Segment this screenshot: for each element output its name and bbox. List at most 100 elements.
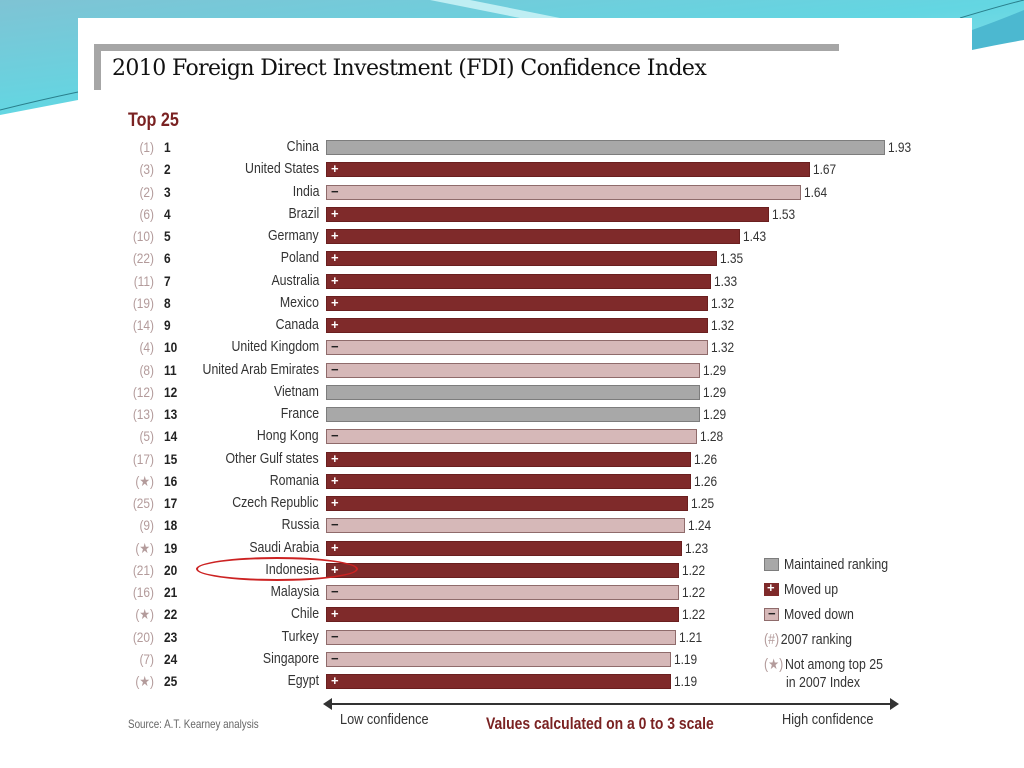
- chart-row: (★) 22 Chile +1.22: [0, 606, 1024, 624]
- bar-russia: −: [326, 517, 686, 534]
- prev-rank-label: (20): [132, 628, 154, 645]
- rank-label: 6: [164, 250, 171, 267]
- bar-chile: +: [326, 606, 680, 623]
- rank-label: 13: [164, 406, 178, 422]
- bar-brazil: +: [326, 206, 770, 222]
- plus-icon: +: [331, 317, 339, 332]
- value-label: 1.43: [743, 228, 767, 244]
- chart-row: (6) 4 Brazil +1.53: [0, 206, 1024, 224]
- country-label: United States: [244, 161, 319, 178]
- prev-rank-label: (★): [135, 472, 154, 489]
- value-label: 1.22: [682, 584, 706, 600]
- rank-label: 24: [164, 650, 178, 667]
- minus-icon: −: [764, 606, 779, 621]
- rank-label: 19: [164, 539, 178, 556]
- country-label: France: [280, 406, 319, 422]
- chart-row: (9) 18 Russia − 1.24: [0, 517, 1024, 535]
- rank-label: 20: [164, 561, 178, 578]
- legend-item-moved-down: − Moved down: [764, 606, 866, 623]
- prev-rank-label: (3): [139, 161, 154, 178]
- prev-rank-label: (12): [132, 383, 154, 400]
- rank-label: 1: [164, 139, 171, 155]
- chart-row: (★) 19 Saudi Arabia +1.23: [0, 540, 1024, 558]
- value-label: 1.33: [714, 272, 738, 289]
- prev-rank-label: (22): [132, 250, 154, 267]
- rank-label: 2: [164, 161, 171, 178]
- rank-label: 17: [164, 495, 178, 511]
- prev-rank-label: (5): [139, 428, 154, 445]
- axis-label-low: Low confidence: [340, 711, 429, 728]
- rank-label: 3: [164, 183, 171, 200]
- confidence-axis-line: [326, 703, 896, 705]
- bar-romania: +: [326, 473, 691, 489]
- value-label: 1.29: [702, 406, 726, 422]
- prev-rank-label: (14): [132, 317, 154, 333]
- value-label: 1.23: [685, 539, 709, 556]
- prev-rank-label: (10): [132, 228, 154, 244]
- rank-label: 5: [164, 228, 171, 244]
- minus-icon: −: [331, 339, 339, 355]
- chart-row: (★) 16 Romania +1.26: [0, 473, 1024, 491]
- country-label: Other Gulf states: [225, 450, 319, 467]
- chart-row: (19) 8 Mexico +1.32: [0, 295, 1024, 313]
- chart-row: (7) 24 Singapore − 1.19: [0, 651, 1024, 669]
- bar-czech-republic: +: [326, 495, 688, 511]
- rank-label: 11: [164, 361, 177, 378]
- value-label: 1.19: [673, 673, 697, 689]
- rank-label: 14: [164, 428, 178, 445]
- rank-label: 21: [164, 584, 178, 600]
- country-label: Canada: [275, 317, 319, 333]
- prev-rank-label: (★): [135, 673, 154, 689]
- source-note: Source: A.T. Kearney analysis: [128, 717, 259, 731]
- rank-label: 23: [164, 628, 178, 645]
- prev-rank-label: (7): [139, 650, 154, 667]
- country-label: Brazil: [288, 205, 319, 222]
- country-label: Singapore: [262, 650, 319, 667]
- legend-item-not-top25-line2: in 2007 Index: [786, 675, 861, 691]
- prev-rank-label: (16): [132, 584, 154, 600]
- chart-row: (10) 5 Germany +1.43: [0, 228, 1024, 246]
- rank-label: 9: [164, 317, 171, 333]
- minus-icon: −: [331, 428, 339, 444]
- country-label: Mexico: [279, 294, 319, 311]
- value-label: 1.32: [711, 294, 735, 311]
- bar-egypt: +: [326, 673, 671, 689]
- bar-hong-kong: −: [326, 428, 697, 445]
- chart-row: (4) 10 United Kingdom − 1.32: [0, 339, 1024, 357]
- rank-label: 8: [164, 294, 171, 311]
- hash-icon: (#): [764, 632, 780, 648]
- chart-row: (20) 23 Turkey − 1.21: [0, 629, 1024, 647]
- value-label: 1.67: [812, 161, 836, 178]
- plus-icon: +: [331, 495, 339, 510]
- maintained-swatch-icon: [764, 558, 779, 571]
- chart-row: (★) 25 Egypt +1.19: [0, 673, 1024, 691]
- title-frame-top-bar: [94, 44, 839, 51]
- chart-row: (3) 2 United States +1.67: [0, 161, 1024, 179]
- prev-rank-label: (★): [135, 606, 154, 623]
- plus-icon: +: [331, 450, 339, 466]
- chart-row: (12) 12 Vietnam 1.29: [0, 384, 1024, 402]
- bar-australia: +: [326, 272, 712, 289]
- rank-label: 12: [164, 383, 178, 400]
- prev-rank-label: (19): [132, 294, 154, 311]
- star-icon: (★): [764, 657, 784, 673]
- plus-icon: +: [331, 294, 339, 310]
- bar-mexico: +: [326, 294, 709, 311]
- value-label: 1.21: [679, 628, 703, 645]
- title-frame: [94, 44, 839, 94]
- bar-canada: +: [326, 317, 709, 333]
- chart-row: (14) 9 Canada +1.32: [0, 317, 1024, 335]
- country-label: United Arab Emirates: [202, 361, 319, 378]
- country-label: Australia: [271, 272, 319, 289]
- bar-united-kingdom: −: [326, 339, 709, 356]
- rank-label: 4: [164, 205, 171, 222]
- legend-item-not-top25: (★) Not among top 25: [764, 657, 883, 673]
- plus-icon: +: [331, 272, 339, 288]
- bar-malaysia: −: [326, 584, 680, 600]
- bar-india: −: [326, 184, 801, 200]
- prev-rank-label: (2): [139, 183, 154, 200]
- prev-rank-label: (17): [132, 450, 154, 467]
- rank-label: 10: [164, 339, 178, 356]
- value-label: 1.26: [693, 450, 718, 467]
- chart-row: (1) 1 China 1.93: [0, 139, 1024, 157]
